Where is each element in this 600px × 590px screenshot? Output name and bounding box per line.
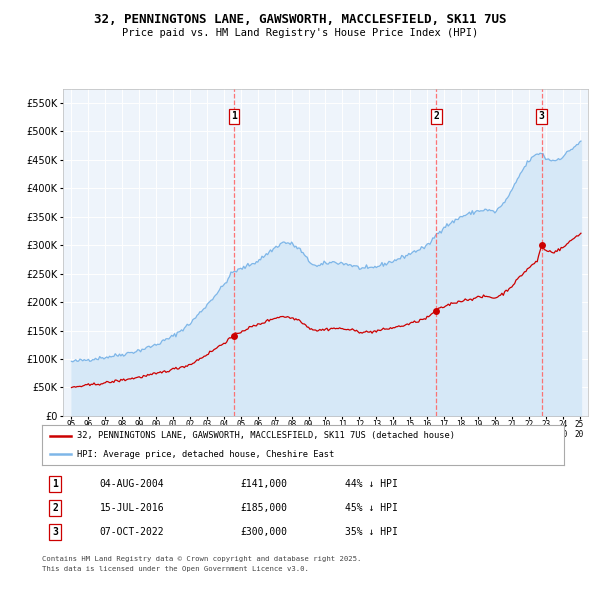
Text: 15-JUL-2016: 15-JUL-2016 xyxy=(100,503,164,513)
Text: This data is licensed under the Open Government Licence v3.0.: This data is licensed under the Open Gov… xyxy=(42,566,309,572)
Text: Price paid vs. HM Land Registry's House Price Index (HPI): Price paid vs. HM Land Registry's House … xyxy=(122,28,478,38)
Text: 2: 2 xyxy=(52,503,58,513)
Text: HPI: Average price, detached house, Cheshire East: HPI: Average price, detached house, Ches… xyxy=(77,450,335,458)
Text: £185,000: £185,000 xyxy=(241,503,287,513)
Text: 2: 2 xyxy=(433,112,439,122)
Text: 32, PENNINGTONS LANE, GAWSWORTH, MACCLESFIELD, SK11 7US (detached house): 32, PENNINGTONS LANE, GAWSWORTH, MACCLES… xyxy=(77,431,455,440)
Text: £141,000: £141,000 xyxy=(241,479,287,489)
Text: 35% ↓ HPI: 35% ↓ HPI xyxy=(345,527,398,537)
Text: 3: 3 xyxy=(52,527,58,537)
Text: Contains HM Land Registry data © Crown copyright and database right 2025.: Contains HM Land Registry data © Crown c… xyxy=(42,556,361,562)
Text: 1: 1 xyxy=(52,479,58,489)
Text: 07-OCT-2022: 07-OCT-2022 xyxy=(100,527,164,537)
Text: £300,000: £300,000 xyxy=(241,527,287,537)
Text: 44% ↓ HPI: 44% ↓ HPI xyxy=(345,479,398,489)
Text: 32, PENNINGTONS LANE, GAWSWORTH, MACCLESFIELD, SK11 7US: 32, PENNINGTONS LANE, GAWSWORTH, MACCLES… xyxy=(94,13,506,26)
Text: 3: 3 xyxy=(539,112,545,122)
Text: 45% ↓ HPI: 45% ↓ HPI xyxy=(345,503,398,513)
Text: 1: 1 xyxy=(231,112,237,122)
Text: 04-AUG-2004: 04-AUG-2004 xyxy=(100,479,164,489)
